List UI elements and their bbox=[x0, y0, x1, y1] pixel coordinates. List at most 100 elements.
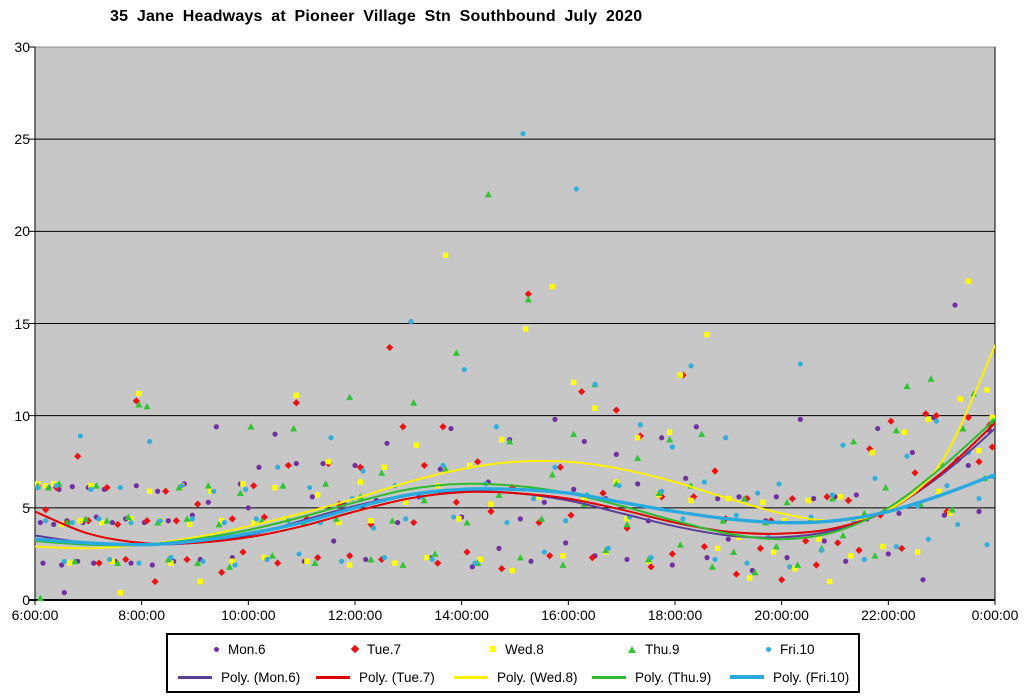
scatter-point-Wed.8 bbox=[549, 283, 556, 290]
scatter-point-Thu.9 bbox=[226, 563, 234, 570]
scatter-point-Mon.6 bbox=[40, 560, 46, 566]
scatter-point-Fri.10 bbox=[35, 484, 41, 491]
scatter-point-Mon.6 bbox=[331, 538, 337, 544]
scatter-point-Fri.10 bbox=[744, 560, 750, 566]
scatter-point-Tue.7 bbox=[114, 520, 122, 529]
scatter-point-Tue.7 bbox=[346, 552, 354, 560]
scatter-point-Thu.9 bbox=[103, 517, 111, 524]
scatter-point-Thu.9 bbox=[828, 495, 836, 502]
scatter-point-Wed.8 bbox=[197, 578, 204, 585]
y-tick-label: 15 bbox=[14, 315, 30, 332]
scatter-point-Thu.9 bbox=[623, 520, 631, 528]
scatter-point-Fri.10 bbox=[360, 468, 366, 474]
scatter-point-Mon.6 bbox=[109, 519, 115, 526]
scatter-point-Fri.10 bbox=[723, 435, 729, 441]
scatter-point-Thu.9 bbox=[927, 375, 935, 382]
scatter-point-Tue.7 bbox=[567, 511, 575, 519]
scatter-point-Fri.10 bbox=[403, 516, 409, 522]
scatter-point-Fri.10 bbox=[461, 366, 467, 373]
scatter-point-Fri.10 bbox=[733, 512, 739, 518]
scatter-point-Tue.7 bbox=[143, 517, 151, 525]
scatter-point-Fri.10 bbox=[61, 558, 67, 564]
scatter-point-Wed.8 bbox=[336, 519, 342, 526]
scatter-point-Tue.7 bbox=[74, 452, 82, 460]
scatter-point-Wed.8 bbox=[781, 518, 788, 524]
scatter-point-Mon.6 bbox=[245, 505, 251, 511]
legend-item-poly-tue7: Poly. (Tue.7) bbox=[306, 663, 444, 691]
scatter-point-Thu.9 bbox=[484, 190, 492, 198]
scatter-point-Mon.6 bbox=[811, 496, 817, 502]
scatter-point-Mon.6 bbox=[853, 492, 859, 498]
poly-fri10-line-icon bbox=[730, 675, 764, 679]
scatter-point-Tue.7 bbox=[452, 498, 460, 506]
scatter-point-Mon.6 bbox=[213, 424, 219, 430]
scatter-point-Mon.6 bbox=[37, 519, 43, 526]
scatter-point-Tue.7 bbox=[463, 548, 471, 556]
legend-item-mon6: Mon.6 bbox=[168, 635, 306, 663]
scatter-point-Mon.6 bbox=[320, 460, 326, 467]
scatter-point-Thu.9 bbox=[44, 483, 52, 491]
scatter-point-Fri.10 bbox=[787, 564, 793, 570]
scatter-point-Thu.9 bbox=[698, 430, 706, 437]
scatter-point-Tue.7 bbox=[964, 413, 972, 422]
scatter-point-Tue.7 bbox=[183, 555, 191, 564]
scatter-point-Tue.7 bbox=[356, 463, 364, 471]
scatter-point-Thu.9 bbox=[506, 437, 514, 445]
scatter-point-Mon.6 bbox=[896, 510, 902, 516]
scatter-point-Thu.9 bbox=[452, 349, 460, 356]
scatter-point-Tue.7 bbox=[647, 563, 655, 571]
scatter-point-Mon.6 bbox=[952, 302, 958, 308]
scatter-point-Fri.10 bbox=[925, 536, 931, 542]
scatter-point-Tue.7 bbox=[103, 483, 111, 492]
scatter-point-Thu.9 bbox=[410, 399, 418, 406]
scatter-point-Mon.6 bbox=[205, 499, 211, 505]
scatter-point-Mon.6 bbox=[797, 416, 803, 422]
scatter-point-Thu.9 bbox=[346, 393, 354, 401]
scatter-point-Wed.8 bbox=[581, 495, 588, 502]
scatter-point-Mon.6 bbox=[635, 481, 641, 487]
y-tick-label: 5 bbox=[22, 499, 30, 516]
scatter-point-Mon.6 bbox=[469, 564, 475, 570]
scatter-point-Tue.7 bbox=[378, 555, 386, 564]
scatter-point-Thu.9 bbox=[676, 541, 684, 548]
scatter-point-Fri.10 bbox=[933, 418, 939, 424]
scatter-point-Wed.8 bbox=[88, 483, 94, 489]
scatter-point-Fri.10 bbox=[408, 319, 414, 325]
scatter-point-Mon.6 bbox=[272, 431, 278, 437]
scatter-point-Wed.8 bbox=[522, 326, 529, 332]
scatter-point-Fri.10 bbox=[147, 438, 153, 445]
scatter-point-Thu.9 bbox=[399, 561, 407, 568]
scatter-point-Thu.9 bbox=[290, 424, 298, 432]
scatter-point-Mon.6 bbox=[517, 516, 523, 522]
scatter-point-Wed.8 bbox=[186, 521, 193, 528]
scatter-point-Thu.9 bbox=[143, 402, 151, 410]
thu9-marker-icon bbox=[628, 645, 636, 653]
scatter-point-Thu.9 bbox=[71, 557, 79, 565]
scatter-point-Wed.8 bbox=[957, 396, 964, 402]
scatter-point-Tue.7 bbox=[690, 493, 698, 501]
scatter-point-Mon.6 bbox=[59, 562, 65, 568]
scatter-point-Tue.7 bbox=[410, 518, 418, 527]
scatter-point-Mon.6 bbox=[91, 560, 97, 566]
scatter-point-Wed.8 bbox=[925, 416, 932, 423]
legend-label: Tue.7 bbox=[367, 641, 402, 657]
scatter-point-Wed.8 bbox=[293, 392, 300, 399]
scatter-point-Wed.8 bbox=[392, 560, 398, 566]
tue7-marker-icon bbox=[350, 644, 360, 654]
scatter-point-Thu.9 bbox=[114, 559, 122, 567]
legend-label: Wed.8 bbox=[505, 641, 544, 657]
scatter-point-Wed.8 bbox=[424, 554, 430, 561]
scatter-point-Fri.10 bbox=[904, 453, 910, 459]
scatter-point-Wed.8 bbox=[136, 390, 142, 397]
poly-thu9-line-icon bbox=[592, 675, 626, 679]
scatter-point-Fri.10 bbox=[504, 519, 510, 526]
scatter-point-Mon.6 bbox=[693, 424, 699, 430]
scatter-point-Tue.7 bbox=[239, 548, 247, 556]
scatter-point-Tue.7 bbox=[898, 544, 906, 552]
scatter-point-Tue.7 bbox=[151, 577, 159, 586]
trendline-Thu.9 bbox=[35, 418, 995, 547]
scatter-point-Thu.9 bbox=[892, 426, 900, 434]
scatter-point-Wed.8 bbox=[146, 488, 153, 494]
scatter-point-Thu.9 bbox=[268, 552, 276, 559]
scatter-point-Thu.9 bbox=[559, 561, 567, 568]
